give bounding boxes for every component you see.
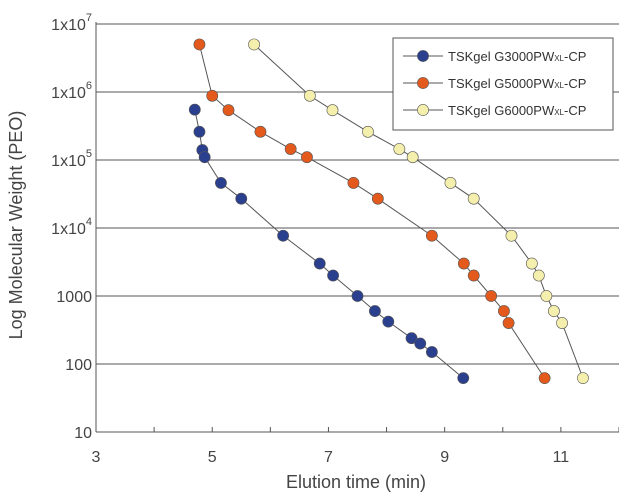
x-tick-labels: 3 5 7 9 11 [92,449,570,466]
data-point [193,38,206,51]
data-point [369,305,381,317]
data-point [215,177,227,189]
data-point [457,372,470,385]
series-line [194,109,464,379]
axes [95,22,619,433]
y-tick-label-base: 1x10 [51,85,86,102]
data-point [406,151,419,164]
data-point [206,89,219,102]
y-axis-label: Log Molecular Weight (PEO) [6,111,26,340]
data-point [301,151,313,164]
data-point [457,257,470,270]
series-2 [193,38,551,385]
data-point [327,269,339,282]
legend-marker [417,50,429,62]
data-point [188,103,201,116]
y-tick-label: 10 [74,425,92,442]
legend-label-subscript: XL [554,108,564,117]
x-tick-label: 5 [208,449,217,466]
data-point [351,290,364,302]
legend-box [392,37,614,131]
data-point [254,125,267,138]
series-3 [248,38,589,385]
legend-label-main: TSKgel G6000PW [448,103,555,118]
x-axis-label: Elution time (min) [286,472,426,492]
data-point [467,192,480,205]
legend-label-tail: -CP [564,103,586,118]
data-point [425,229,438,242]
data-point [485,290,498,302]
legend-label-subscript: XL [554,54,564,63]
data-point [326,104,339,117]
y-tick-label-exponent: 6 [86,80,92,92]
x-tick-label: 3 [92,449,101,466]
y-tick-label-exponent: 4 [86,216,92,228]
x-tick-label: 7 [324,449,333,466]
data-point [284,143,297,155]
data-point [277,229,290,242]
series-1 [188,103,470,385]
y-tick-label: 100 [65,357,92,374]
legend-label: TSKgel G6000PWXL-CP [448,103,586,118]
data-point [556,317,568,329]
data-point [382,315,395,328]
data-point [222,104,235,117]
legend-label: TSKgel G5000PWXL-CP [448,76,586,91]
data-point [548,305,560,317]
legend-label-tail: -CP [564,76,586,91]
data-point [313,257,326,270]
y-tick-label: 1x104 [51,216,92,238]
series-group [188,38,589,385]
y-tick-label-base: 1x10 [51,17,86,34]
legend-label-main: TSKgel G5000PW [448,76,555,91]
data-point [538,372,551,385]
data-point [540,290,553,302]
y-tick-label-base: 1x10 [51,153,86,170]
data-point [347,177,360,189]
legend-label-main: TSKgel G3000PW [448,49,555,64]
y-tick-label: 1000 [56,289,92,306]
data-point [502,317,515,329]
data-point [532,269,545,282]
y-tick-label: 1x105 [51,148,92,170]
data-point [193,125,206,138]
data-point [248,38,260,51]
data-point [235,192,248,205]
data-point [405,332,418,345]
legend-label-subscript: XL [554,81,564,90]
data-point [362,125,374,138]
data-point [393,143,406,155]
data-point [577,372,589,385]
y-tick-label-base: 1x10 [51,221,86,238]
data-point [525,257,538,270]
y-tick-label-exponent: 5 [86,148,92,160]
y-tick-label-exponent: 7 [86,12,92,24]
legend-label-tail: -CP [564,49,586,64]
data-point [371,192,384,205]
data-point [198,151,211,164]
data-point [444,177,457,189]
legend-label: TSKgel G3000PWXL-CP [448,49,586,64]
y-tick-label: 1x107 [51,12,92,34]
data-point [414,337,427,350]
data-point [303,89,316,102]
data-point [505,229,518,242]
data-point [467,269,480,282]
y-tick-label: 1x106 [51,80,92,102]
data-point [425,346,438,358]
data-point [498,305,510,317]
legend-marker [417,77,429,89]
x-tick-label: 9 [440,449,449,466]
x-tick-label: 11 [553,449,570,466]
legend-marker [417,104,429,116]
